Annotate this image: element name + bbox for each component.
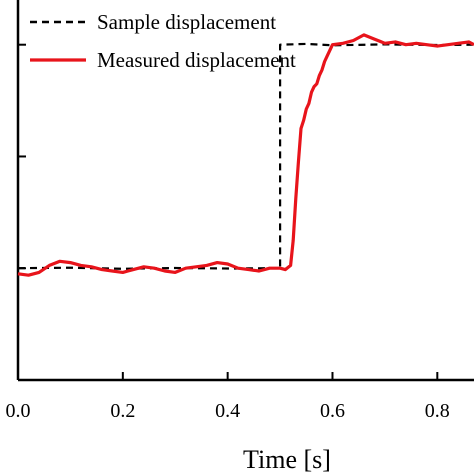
- legend: Sample displacement Measured displacemen…: [30, 10, 296, 72]
- x-tick-label: 0.4: [215, 400, 240, 422]
- x-tick-label: 0.0: [6, 400, 31, 422]
- x-axis-title: Time [s]: [243, 445, 331, 474]
- x-tick-label: 0.2: [110, 400, 135, 422]
- plot-area: [17, 33, 474, 277]
- x-tick-label: 0.6: [320, 400, 345, 422]
- tick-labels: 0.0 0.2 0.4 0.6 0.8: [6, 400, 450, 422]
- series-line-measured-displacement: [17, 33, 474, 277]
- legend-label-measured: Measured displacement: [97, 48, 296, 72]
- axes: [16, 0, 474, 382]
- legend-label-sample: Sample displacement: [97, 10, 276, 34]
- series-line-sample-displacement: [17, 42, 474, 270]
- x-tick-label: 0.8: [425, 400, 450, 422]
